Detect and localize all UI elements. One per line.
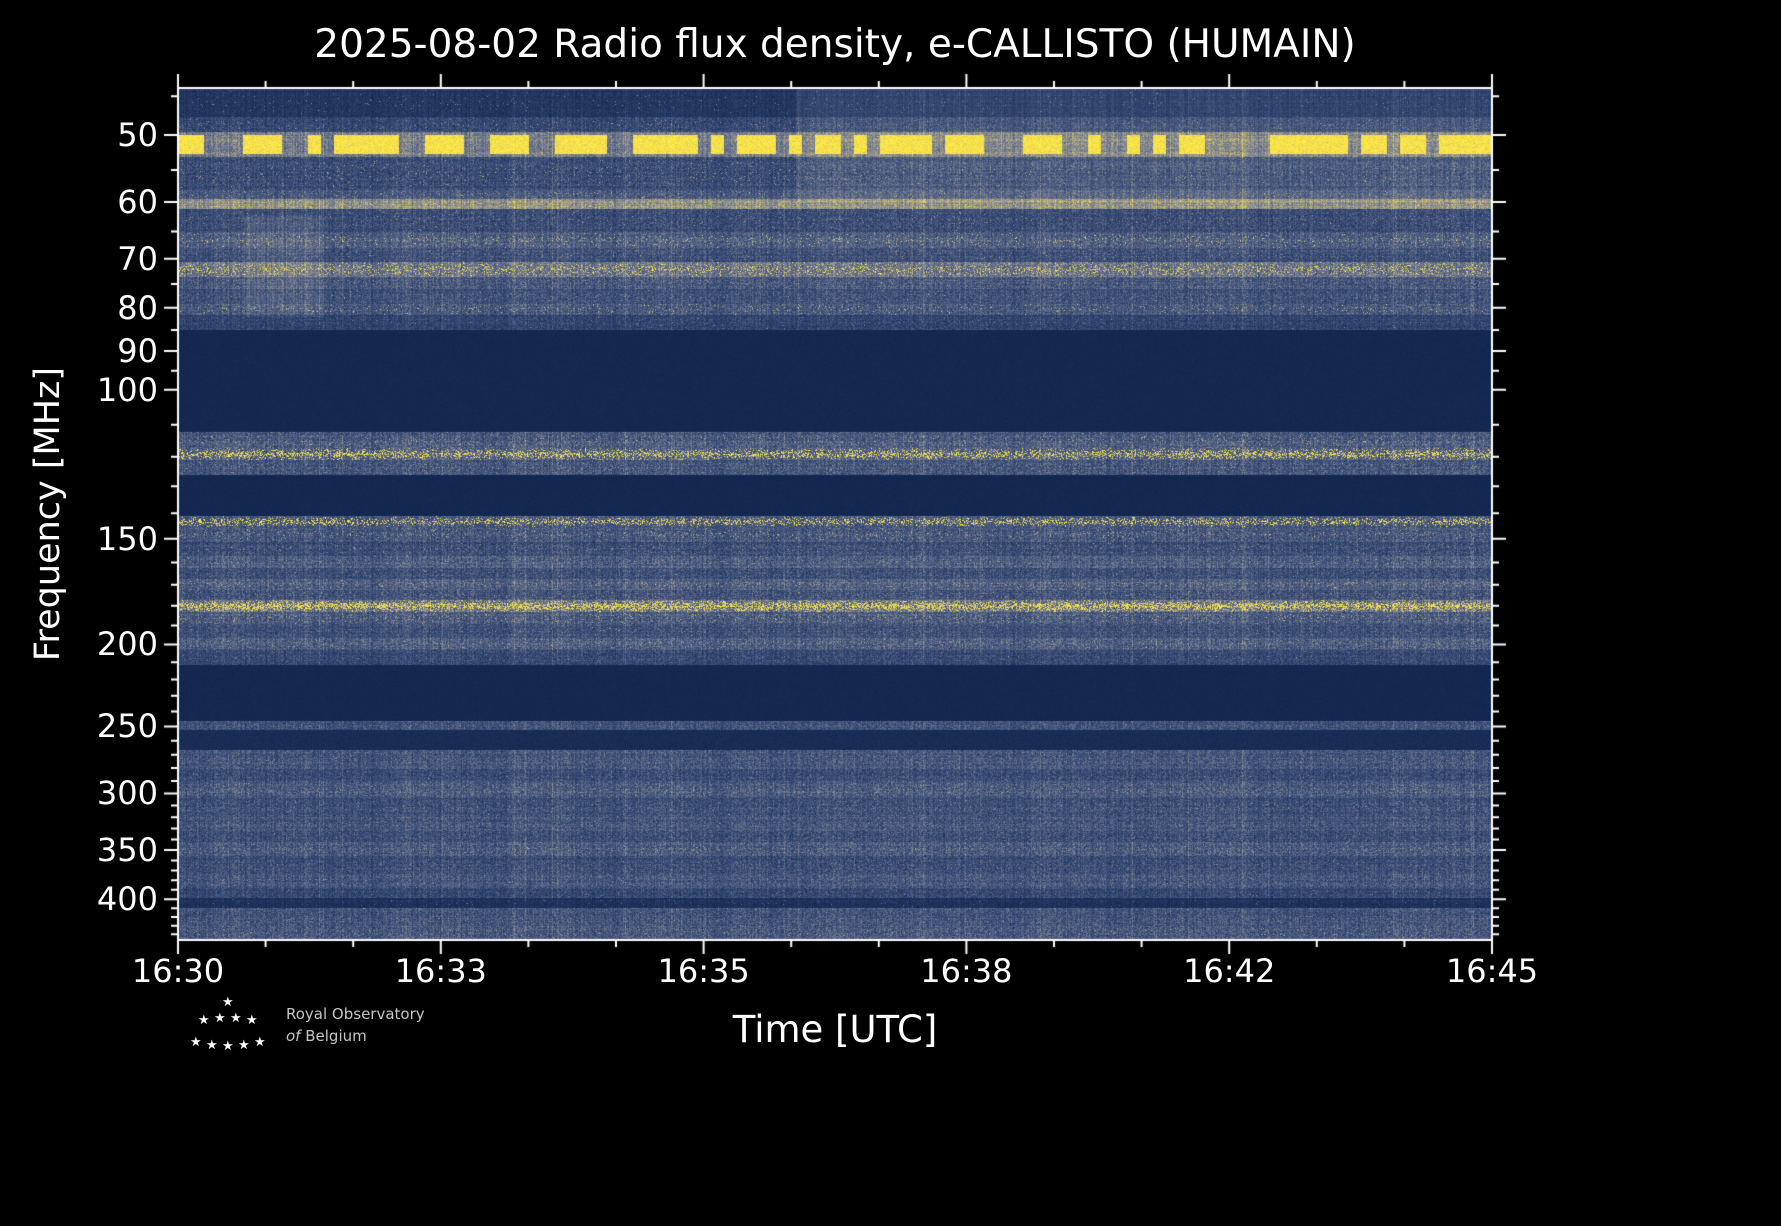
x-axis-label: Time [UTC]	[732, 1008, 938, 1051]
x-tick-label: 16:42	[1183, 952, 1276, 990]
rob-logo-stars: ★ ★ ★ ★ ★ ★ ★ ★ ★ ★	[186, 996, 272, 1058]
star-icon: ★	[190, 1035, 202, 1050]
star-icon: ★	[246, 1013, 258, 1028]
x-tick-label: 16:38	[920, 952, 1013, 990]
star-icon: ★	[214, 1011, 226, 1026]
spectrogram-canvas	[178, 88, 1492, 940]
star-icon: ★	[198, 1013, 210, 1028]
y-tick-label: 90	[117, 331, 158, 370]
x-tick-label: 16:33	[394, 952, 487, 990]
x-tick-label: 16:45	[1445, 952, 1539, 990]
star-icon: ★	[222, 1039, 234, 1054]
rob-logo-line2: of Belgium	[286, 1026, 425, 1048]
y-tick-label: 70	[117, 239, 158, 278]
star-icon: ★	[238, 1038, 250, 1053]
y-tick-label: 250	[96, 707, 158, 746]
y-tick-label: 100	[96, 370, 158, 409]
y-axis-label: Frequency [MHz]	[28, 366, 68, 662]
y-tick-label: 300	[96, 774, 158, 813]
y-tick-label: 200	[96, 625, 158, 664]
rob-logo-line1: Royal Observatory	[286, 1005, 425, 1023]
star-icon: ★	[230, 1011, 242, 1026]
x-tick-label: 16:35	[657, 952, 750, 990]
star-icon: ★	[222, 995, 234, 1010]
y-tick-label: 60	[117, 182, 158, 221]
y-tick-label: 150	[96, 519, 158, 558]
x-tick-label: 16:30	[131, 952, 225, 990]
rob-logo: ★ ★ ★ ★ ★ ★ ★ ★ ★ ★ Royal Observatory of…	[186, 996, 606, 1066]
y-tick-label: 350	[96, 831, 158, 870]
rob-logo-belgium: Belgium	[305, 1026, 367, 1045]
rob-logo-text: Royal Observatory of Belgium	[286, 1004, 425, 1048]
rob-logo-of: of	[286, 1026, 301, 1045]
y-tick-label: 80	[117, 288, 158, 327]
y-tick-label: 400	[96, 880, 158, 919]
chart-title: 2025-08-02 Radio flux density, e-CALLIST…	[314, 22, 1356, 67]
star-icon: ★	[206, 1038, 218, 1053]
y-tick-label: 50	[117, 115, 158, 154]
star-icon: ★	[254, 1035, 266, 1050]
